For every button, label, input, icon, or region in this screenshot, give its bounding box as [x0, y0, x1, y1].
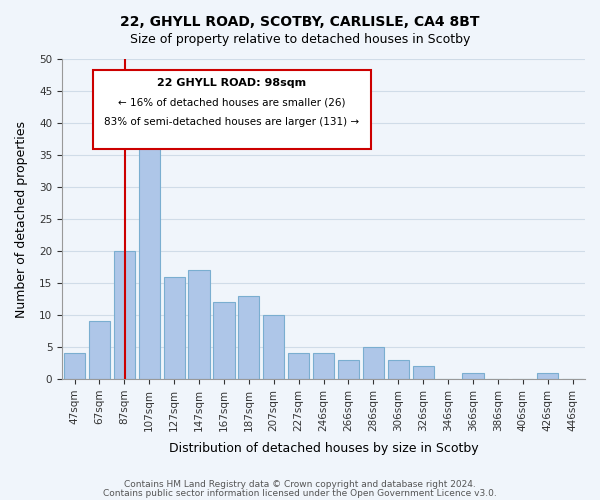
Bar [288, 354, 309, 379]
Bar [537, 372, 558, 379]
Bar [388, 360, 409, 379]
Text: Contains HM Land Registry data © Crown copyright and database right 2024.: Contains HM Land Registry data © Crown c… [124, 480, 476, 489]
Bar [338, 360, 359, 379]
Bar [313, 354, 334, 379]
Bar [164, 276, 185, 379]
Bar [413, 366, 434, 379]
Bar [114, 251, 135, 379]
Bar [64, 354, 85, 379]
Text: ← 16% of detached houses are smaller (26): ← 16% of detached houses are smaller (26… [118, 98, 346, 108]
FancyBboxPatch shape [94, 70, 371, 148]
Bar [238, 296, 259, 379]
Text: Contains public sector information licensed under the Open Government Licence v3: Contains public sector information licen… [103, 488, 497, 498]
Bar [263, 315, 284, 379]
Text: 22 GHYLL ROAD: 98sqm: 22 GHYLL ROAD: 98sqm [157, 78, 307, 88]
Bar [363, 347, 384, 379]
Y-axis label: Number of detached properties: Number of detached properties [15, 120, 28, 318]
X-axis label: Distribution of detached houses by size in Scotby: Distribution of detached houses by size … [169, 442, 478, 455]
Bar [214, 302, 235, 379]
Bar [139, 130, 160, 379]
Text: 83% of semi-detached houses are larger (131) →: 83% of semi-detached houses are larger (… [104, 116, 359, 126]
Bar [188, 270, 209, 379]
Text: Size of property relative to detached houses in Scotby: Size of property relative to detached ho… [130, 32, 470, 46]
Bar [89, 322, 110, 379]
Bar [463, 372, 484, 379]
Text: 22, GHYLL ROAD, SCOTBY, CARLISLE, CA4 8BT: 22, GHYLL ROAD, SCOTBY, CARLISLE, CA4 8B… [120, 15, 480, 29]
